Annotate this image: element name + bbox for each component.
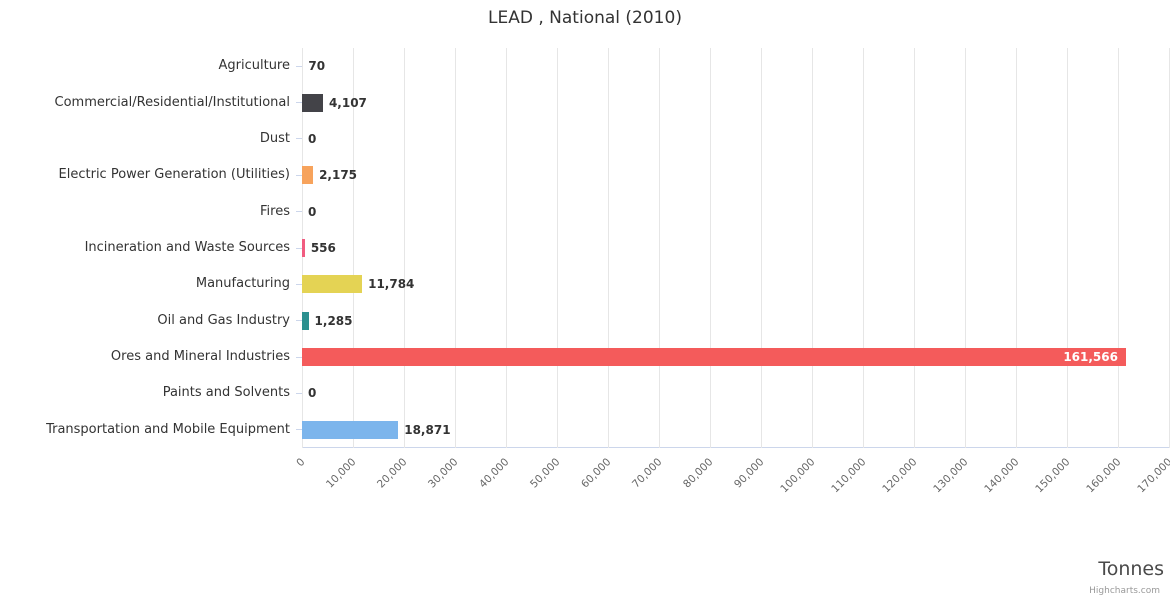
category-tick [296, 392, 302, 394]
category-label: Dust [259, 130, 290, 146]
category-label: Manufacturing [195, 276, 290, 292]
grid-line [812, 48, 813, 448]
x-axis-title: Tonnes [1098, 558, 1164, 580]
category-tick [296, 356, 302, 358]
bar[interactable] [302, 275, 363, 294]
grid-line [914, 48, 915, 448]
grid-line [761, 48, 762, 448]
category-tick [296, 283, 302, 285]
category-label: Transportation and Mobile Equipment [46, 421, 290, 437]
chart-title: LEAD , National (2010) [488, 8, 682, 28]
value-label: 556 [310, 241, 336, 255]
plot-area [302, 48, 1169, 448]
value-label: 0 [308, 204, 317, 219]
category-tick [296, 211, 302, 213]
bar[interactable] [302, 239, 305, 257]
value-label: 11,784 [368, 277, 415, 292]
value-label: 4,107 [328, 95, 367, 110]
category-tick [296, 174, 302, 176]
category-tick [296, 138, 302, 140]
value-label: 0 [308, 131, 317, 146]
category-tick [296, 429, 302, 431]
grid-line [710, 48, 711, 448]
grid-line [557, 48, 558, 448]
category-label: Ores and Mineral Industries [110, 349, 290, 365]
grid-line [1118, 48, 1119, 448]
grid-line [965, 48, 966, 448]
value-label: 18,871 [404, 422, 451, 437]
grid-line [506, 48, 507, 448]
grid-line [1067, 48, 1068, 448]
value-label: 161,566 [1063, 350, 1118, 365]
bar[interactable] [302, 311, 309, 330]
grid-line [455, 48, 456, 448]
category-label: Oil and Gas Industry [157, 312, 290, 328]
grid-line [404, 48, 405, 448]
bar[interactable] [302, 93, 323, 112]
category-label: Fires [260, 203, 290, 219]
highcharts-credit[interactable]: Highcharts.com [1089, 586, 1160, 596]
value-label: 2,175 [319, 168, 358, 183]
category-tick [296, 247, 302, 249]
value-label: 1,285 [314, 313, 353, 328]
category-label: Paints and Solvents [162, 385, 290, 401]
grid-line [1016, 48, 1017, 448]
category-label: Agriculture [218, 58, 291, 74]
grid-line [863, 48, 864, 448]
category-label: Incineration and Waste Sources [84, 240, 290, 255]
category-label: Commercial/Residential/Institutional [54, 94, 291, 110]
grid-line [353, 48, 354, 448]
value-label: 70 [308, 59, 326, 74]
category-tick [296, 102, 302, 104]
bar[interactable] [302, 166, 314, 185]
grid-line [659, 48, 660, 448]
category-tick [296, 320, 302, 322]
grid-line [608, 48, 609, 448]
category-label: Electric Power Generation (Utilities) [58, 167, 290, 183]
bar[interactable] [302, 348, 1126, 367]
bar[interactable] [302, 420, 399, 439]
category-tick [296, 65, 302, 67]
value-label: 0 [308, 386, 317, 401]
